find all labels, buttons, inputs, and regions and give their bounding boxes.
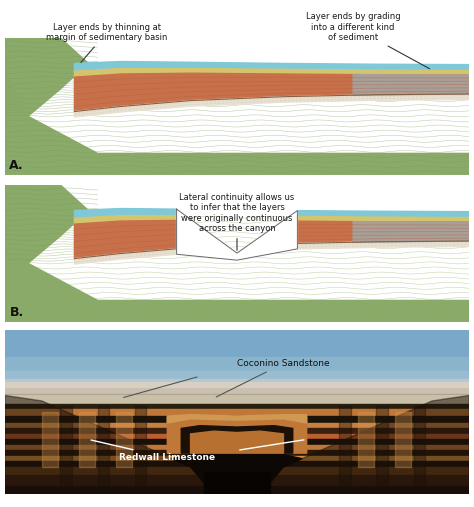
Polygon shape bbox=[74, 221, 177, 259]
Bar bbox=[5, 467, 469, 475]
Polygon shape bbox=[353, 222, 469, 242]
Bar bbox=[5, 416, 469, 423]
Bar bbox=[116, 412, 132, 467]
Bar bbox=[204, 473, 270, 494]
Text: Layer ends by grading
into a different kind
of sediment: Layer ends by grading into a different k… bbox=[306, 12, 429, 69]
Bar bbox=[395, 412, 411, 467]
Polygon shape bbox=[353, 75, 469, 95]
Polygon shape bbox=[74, 215, 177, 224]
Bar bbox=[5, 330, 469, 357]
Bar bbox=[358, 412, 374, 467]
Bar bbox=[376, 407, 388, 494]
Bar bbox=[79, 412, 95, 467]
Text: Redwall Limestone: Redwall Limestone bbox=[91, 440, 215, 462]
Polygon shape bbox=[74, 73, 469, 112]
Bar bbox=[5, 371, 469, 379]
Polygon shape bbox=[5, 395, 214, 494]
Polygon shape bbox=[5, 185, 88, 263]
Text: Coconino Sandstone: Coconino Sandstone bbox=[216, 359, 330, 397]
Bar bbox=[5, 456, 469, 461]
Polygon shape bbox=[5, 395, 469, 494]
Polygon shape bbox=[5, 212, 469, 322]
Bar bbox=[5, 428, 469, 434]
Bar bbox=[5, 394, 469, 398]
Bar bbox=[339, 407, 351, 494]
Polygon shape bbox=[297, 216, 469, 222]
Bar bbox=[5, 445, 469, 450]
Bar bbox=[5, 404, 469, 409]
Bar bbox=[5, 440, 469, 445]
Bar bbox=[5, 395, 469, 404]
Text: C.: C. bbox=[9, 480, 23, 493]
Polygon shape bbox=[297, 210, 469, 218]
Bar bbox=[135, 407, 146, 494]
Polygon shape bbox=[297, 241, 469, 249]
Polygon shape bbox=[260, 395, 469, 494]
Text: B.: B. bbox=[9, 306, 24, 319]
Bar bbox=[5, 382, 469, 395]
Polygon shape bbox=[191, 431, 283, 453]
Text: A.: A. bbox=[9, 159, 24, 172]
Bar bbox=[5, 486, 469, 494]
Polygon shape bbox=[74, 68, 469, 77]
Bar bbox=[98, 407, 109, 494]
Bar bbox=[5, 379, 469, 390]
Bar bbox=[5, 423, 469, 428]
Bar bbox=[5, 461, 469, 467]
Polygon shape bbox=[74, 61, 469, 71]
Polygon shape bbox=[5, 38, 88, 116]
Bar bbox=[5, 357, 469, 371]
Bar bbox=[5, 382, 469, 387]
Polygon shape bbox=[5, 65, 469, 175]
Bar bbox=[5, 450, 469, 456]
Polygon shape bbox=[74, 208, 177, 219]
Bar bbox=[5, 409, 469, 416]
Bar bbox=[5, 379, 469, 384]
Bar bbox=[61, 407, 72, 494]
Polygon shape bbox=[167, 415, 307, 453]
Polygon shape bbox=[297, 221, 469, 243]
Bar bbox=[413, 407, 425, 494]
Bar bbox=[42, 412, 58, 467]
Polygon shape bbox=[74, 94, 469, 117]
Polygon shape bbox=[74, 249, 177, 264]
Bar bbox=[5, 475, 469, 486]
Polygon shape bbox=[181, 426, 293, 453]
Polygon shape bbox=[172, 445, 302, 494]
Text: Layer ends by thinning at
margin of sedimentary basin: Layer ends by thinning at margin of sedi… bbox=[46, 22, 168, 62]
Polygon shape bbox=[167, 415, 307, 423]
Bar bbox=[5, 434, 469, 440]
Polygon shape bbox=[177, 209, 297, 260]
Text: Lateral continuity allows us
to infer that the layers
were originally continuous: Lateral continuity allows us to infer th… bbox=[179, 193, 295, 250]
